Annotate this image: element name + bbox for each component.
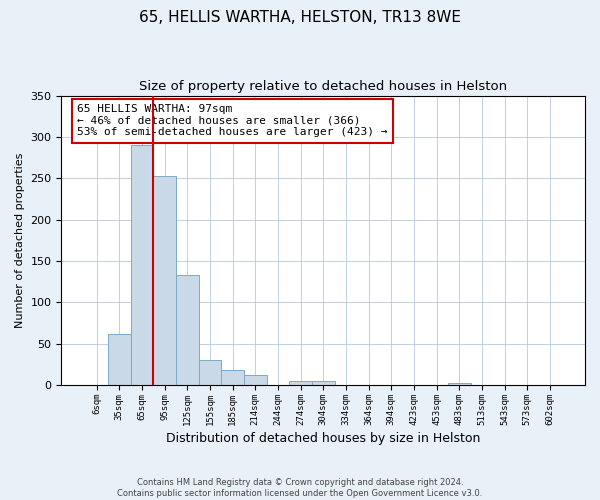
Title: Size of property relative to detached houses in Helston: Size of property relative to detached ho… xyxy=(139,80,507,93)
Bar xyxy=(312,381,335,385)
Text: 65, HELLIS WARTHA, HELSTON, TR13 8WE: 65, HELLIS WARTHA, HELSTON, TR13 8WE xyxy=(139,10,461,25)
Y-axis label: Number of detached properties: Number of detached properties xyxy=(15,152,25,328)
Text: Contains HM Land Registry data © Crown copyright and database right 2024.
Contai: Contains HM Land Registry data © Crown c… xyxy=(118,478,482,498)
Text: 65 HELLIS WARTHA: 97sqm
← 46% of detached houses are smaller (366)
53% of semi-d: 65 HELLIS WARTHA: 97sqm ← 46% of detache… xyxy=(77,104,388,138)
X-axis label: Distribution of detached houses by size in Helston: Distribution of detached houses by size … xyxy=(166,432,481,445)
Bar xyxy=(244,375,266,385)
Bar xyxy=(289,381,312,385)
Bar xyxy=(153,176,176,385)
Bar xyxy=(176,275,199,385)
Bar xyxy=(131,145,153,385)
Bar xyxy=(199,360,221,385)
Bar xyxy=(221,370,244,385)
Bar xyxy=(448,382,470,385)
Bar xyxy=(108,334,131,385)
